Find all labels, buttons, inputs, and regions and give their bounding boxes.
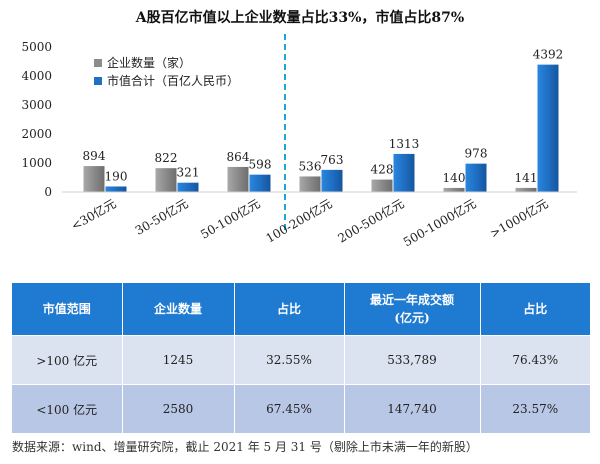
data-label: 140 [443, 171, 466, 185]
data-label: 190 [105, 169, 128, 183]
bar-count [443, 187, 465, 192]
header-range: 市值范围 [12, 283, 122, 336]
y-axis: 0 1000 2000 3000 4000 5000 [21, 40, 52, 199]
y-tick-label: 3000 [21, 98, 52, 112]
y-tick-label: 4000 [21, 69, 52, 83]
source-footnote: 数据来源：wind、增量研究院，截止 2021 年 5 月 31 号（剔除上市未… [12, 440, 478, 454]
cell-turnover: 147,740 [343, 384, 480, 433]
header-turnover: 最近一年成交额 (亿元) [343, 283, 480, 336]
data-label: 321 [177, 166, 200, 180]
bar-count [155, 168, 177, 192]
header-count: 企业数量 [121, 283, 234, 336]
table-row: >100 亿元 1245 32.55% 533,789 76.43% [12, 335, 590, 385]
x-tick-label: 50-100亿元 [198, 196, 263, 242]
data-label: 141 [515, 171, 538, 185]
cell-range: <100 亿元 [12, 384, 122, 433]
y-tick-label: 0 [44, 185, 52, 199]
x-tick-label: <30亿元 [68, 196, 118, 234]
bar-value [105, 186, 127, 192]
table-row: <100 亿元 2580 67.45% 147,740 23.57% [12, 384, 590, 433]
bar-value [537, 64, 559, 192]
bar-value [393, 153, 415, 192]
header-turnover-unit: (亿元) [394, 311, 430, 325]
bar-count [83, 166, 105, 192]
market-cap-table: 市值范围 企业数量 占比 最近一年成交额 (亿元) 占比 >100 亿元 124… [12, 283, 590, 433]
data-label: 4392 [533, 48, 564, 62]
data-label: 1313 [389, 137, 420, 151]
data-label: 978 [465, 147, 488, 161]
cell-turnover: 533,789 [343, 335, 480, 385]
data-label: 428 [371, 163, 394, 177]
header-count-share: 占比 [233, 283, 344, 336]
cell-range: >100 亿元 [12, 335, 122, 385]
legend-label-count: 企业数量（家） [107, 55, 191, 70]
cell-turnover-share: 23.57% [479, 384, 590, 433]
data-label: 894 [83, 149, 106, 163]
cell-count: 2580 [121, 384, 234, 433]
legend-label-value: 市值合计（百亿人民币） [107, 73, 239, 88]
y-tick-label: 1000 [21, 156, 52, 170]
legend-swatch-value [94, 77, 102, 85]
data-label: 598 [249, 158, 272, 172]
bar-count [227, 166, 249, 192]
bar-value [321, 169, 343, 192]
y-tick-label: 2000 [21, 127, 52, 141]
data-label: 536 [299, 159, 322, 173]
x-tick-label: 200-500亿元 [335, 196, 406, 246]
bar-chart: A股百亿市值以上企业数量占比33%，市值占比87% 0 1000 2000 3000 4… [21, 9, 577, 250]
x-tick-label: >1000亿元 [487, 196, 550, 241]
x-tick-label: 100-200亿元 [263, 196, 334, 246]
data-label: 763 [321, 153, 344, 167]
bar-count [299, 176, 321, 192]
data-label: 864 [227, 150, 250, 164]
data-label: 822 [155, 151, 178, 165]
bar-count [515, 187, 537, 192]
x-axis: <30亿元 30-50亿元 50-100亿元 100-200亿元 200-500亿元50… [62, 191, 577, 250]
table-header-row: 市值范围 企业数量 占比 最近一年成交额 (亿元) 占比 [12, 283, 590, 336]
cell-turnover-share: 76.43% [479, 335, 590, 385]
bar-value [177, 182, 199, 192]
y-tick-label: 5000 [21, 40, 52, 54]
legend: 企业数量（家） 市值合计（百亿人民币） [94, 55, 239, 88]
chart-title: A股百亿市值以上企业数量占比33%，市值占比87% [135, 9, 464, 26]
cell-count-share: 67.45% [233, 384, 344, 433]
header-turnover-share: 占比 [479, 283, 590, 336]
header-turnover-label: 最近一年成交额 [369, 293, 454, 307]
bar-value [465, 163, 487, 192]
cell-count: 1245 [121, 335, 234, 385]
x-tick-label: 500-1000亿元 [400, 196, 478, 250]
bar-value [249, 174, 271, 192]
bars [83, 64, 559, 192]
bar-count [371, 179, 393, 192]
cell-count-share: 32.55% [233, 335, 344, 385]
x-tick-label: 30-50亿元 [132, 196, 190, 238]
legend-swatch-count [94, 59, 102, 67]
